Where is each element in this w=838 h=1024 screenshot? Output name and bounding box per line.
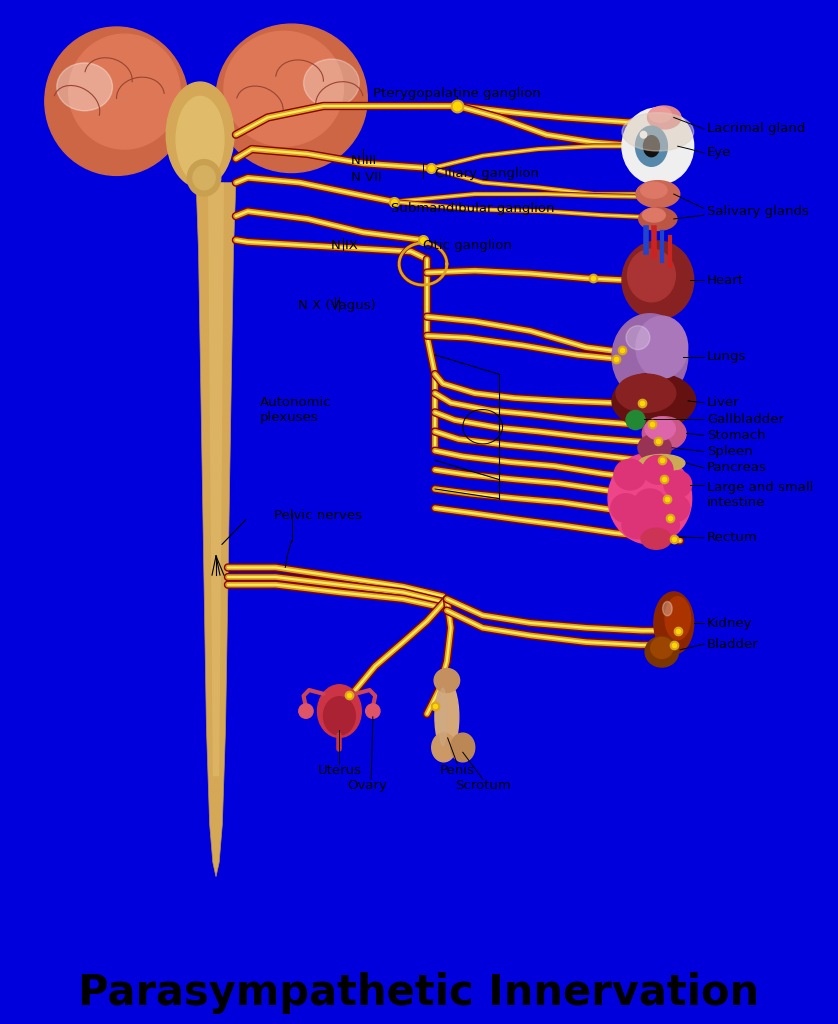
Ellipse shape <box>649 512 680 539</box>
Ellipse shape <box>641 528 671 549</box>
Text: Penis: Penis <box>440 764 474 777</box>
Ellipse shape <box>636 180 680 208</box>
Ellipse shape <box>636 316 688 379</box>
Ellipse shape <box>639 208 677 230</box>
Ellipse shape <box>645 636 679 667</box>
Text: Salivary glands: Salivary glands <box>707 205 809 218</box>
Ellipse shape <box>665 597 691 640</box>
Text: Rectum: Rectum <box>707 531 758 545</box>
Text: Kidney: Kidney <box>707 616 753 630</box>
Ellipse shape <box>166 82 234 187</box>
Ellipse shape <box>622 113 694 151</box>
Ellipse shape <box>224 32 344 146</box>
Ellipse shape <box>614 460 646 489</box>
Ellipse shape <box>176 96 224 182</box>
Ellipse shape <box>641 182 667 199</box>
Text: Autonomic
plexuses: Autonomic plexuses <box>260 396 331 425</box>
Ellipse shape <box>612 313 688 400</box>
Ellipse shape <box>318 685 361 737</box>
Ellipse shape <box>44 27 188 175</box>
Text: Ciliary ganglion: Ciliary ganglion <box>435 167 539 179</box>
Polygon shape <box>196 182 236 877</box>
Text: Ovary: Ovary <box>347 779 387 793</box>
Ellipse shape <box>643 208 665 222</box>
Ellipse shape <box>323 696 355 735</box>
Ellipse shape <box>299 703 313 718</box>
Text: N IX: N IX <box>331 240 359 252</box>
Ellipse shape <box>640 131 647 138</box>
Text: Lacrimal gland: Lacrimal gland <box>707 123 805 135</box>
Ellipse shape <box>612 373 696 429</box>
Ellipse shape <box>193 166 215 189</box>
Text: Bladder: Bladder <box>707 638 759 650</box>
Text: Gallbladder: Gallbladder <box>707 413 784 426</box>
Ellipse shape <box>622 241 694 319</box>
Ellipse shape <box>639 455 685 472</box>
Ellipse shape <box>645 417 675 440</box>
Ellipse shape <box>634 489 666 518</box>
Ellipse shape <box>628 249 675 302</box>
Ellipse shape <box>626 326 650 349</box>
Text: Pelvic nerves: Pelvic nerves <box>274 509 362 522</box>
Ellipse shape <box>622 512 654 539</box>
Ellipse shape <box>611 494 641 522</box>
Ellipse shape <box>216 25 367 172</box>
Ellipse shape <box>661 495 690 521</box>
Ellipse shape <box>365 703 380 718</box>
Text: Scrotum: Scrotum <box>455 779 510 793</box>
Ellipse shape <box>303 59 360 106</box>
Ellipse shape <box>626 411 645 430</box>
Ellipse shape <box>654 592 694 654</box>
Ellipse shape <box>57 62 112 111</box>
Ellipse shape <box>69 34 180 150</box>
Ellipse shape <box>664 471 691 498</box>
Text: Submandibular ganglion: Submandibular ganglion <box>391 202 555 215</box>
Text: N X (Vagus): N X (Vagus) <box>298 299 375 311</box>
Ellipse shape <box>616 374 675 413</box>
Ellipse shape <box>649 106 671 122</box>
Ellipse shape <box>648 105 681 129</box>
Text: N III: N III <box>351 154 376 167</box>
Text: Spleen: Spleen <box>707 445 753 458</box>
Ellipse shape <box>643 456 673 484</box>
Ellipse shape <box>188 160 220 196</box>
Polygon shape <box>208 182 224 776</box>
Ellipse shape <box>451 733 474 762</box>
Text: Uterus: Uterus <box>318 764 361 777</box>
Text: N VII: N VII <box>351 171 382 184</box>
Ellipse shape <box>642 417 686 451</box>
Text: Pterygopalatine ganglion: Pterygopalatine ganglion <box>374 87 541 100</box>
Text: Pancreas: Pancreas <box>707 462 767 474</box>
Text: Large and small
intestine: Large and small intestine <box>707 480 814 509</box>
Ellipse shape <box>622 108 694 184</box>
Ellipse shape <box>608 453 691 544</box>
Text: Lungs: Lungs <box>707 350 747 364</box>
Text: Eye: Eye <box>707 146 732 160</box>
Text: Heart: Heart <box>707 273 744 287</box>
Ellipse shape <box>432 733 456 762</box>
Ellipse shape <box>644 135 660 157</box>
Text: Parasympathetic Innervation: Parasympathetic Innervation <box>79 972 759 1015</box>
Text: Stomach: Stomach <box>707 429 766 441</box>
Ellipse shape <box>434 669 459 692</box>
Text: Otic ganglion: Otic ganglion <box>423 240 512 252</box>
Ellipse shape <box>663 601 672 615</box>
Ellipse shape <box>650 637 673 658</box>
Ellipse shape <box>435 681 459 753</box>
Ellipse shape <box>638 434 671 461</box>
Text: Liver: Liver <box>707 396 740 410</box>
Ellipse shape <box>635 126 667 166</box>
Ellipse shape <box>439 688 447 745</box>
